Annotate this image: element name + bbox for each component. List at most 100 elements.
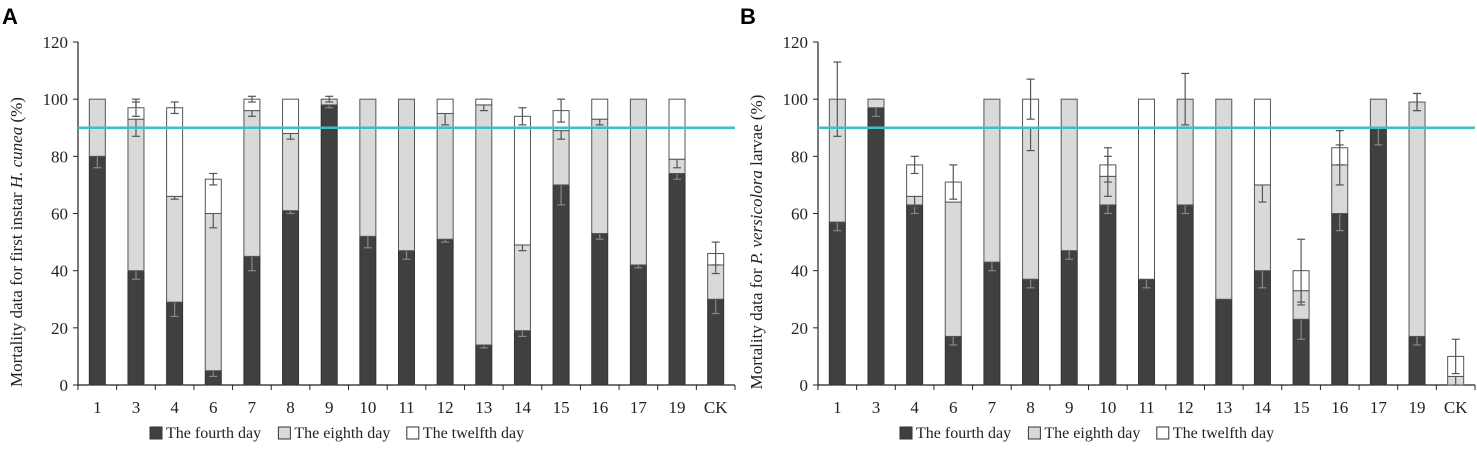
panel-b-bar-17-the-fourth-day [1369,127,1387,386]
panel-a-bar-19-the-fourth-day [668,172,686,386]
panel-b-bar-17-the-eighth-day [1369,98,1387,129]
panel-a-x-tick-label: CK [704,398,728,417]
panel-a-x-tick-label: 10 [359,398,376,417]
panel-a-x-tick-label: 15 [553,398,570,417]
panel-b-error-bar-15-3 [1297,238,1306,303]
panel-b-x-tick-label: 19 [1409,398,1426,417]
panel-a-y-tick-label: 40 [51,262,68,281]
panel-a-bar-16-the-twelfth-day [591,98,609,120]
panel-b-error-bar-CK-3 [1451,338,1460,375]
panel-b-error-bar-1-2 [833,61,842,137]
panel-b-bar-16-the-fourth-day [1331,213,1349,386]
panel-b-bar-9-the-fourth-day [1060,250,1078,386]
panel-a-x-tick-label: 16 [591,398,608,417]
panel-a-error-bar-CK-3 [711,241,720,266]
panel-b-error-bar-8-3 [1026,78,1035,120]
panel-b-legend-item-1: The fourth day [899,425,1011,442]
panel-a-x-tick-label: 17 [630,398,648,417]
panel-a-bar-17-the-fourth-day [629,264,647,386]
panel-b-x-tick-label: 4 [910,398,919,417]
panel-b-bar-4-the-fourth-day [906,204,924,386]
panel-b-x-tick-label: 17 [1370,398,1388,417]
panel-a-bar-14-the-eighth-day [513,244,531,332]
panel-b-bar-13-the-eighth-day [1215,98,1233,300]
panel-b-y-tick-label: 80 [791,147,808,166]
panel-b-error-bar-12-2 [1181,72,1190,126]
panel-b-bar-3-the-fourth-day [867,107,885,386]
panel-a-x-tick-label: 13 [475,398,492,417]
legend-label: The eighth day [1044,425,1140,442]
panel-b-bar-19-the-eighth-day [1408,101,1426,337]
panel-a-error-bar-6-3 [209,172,218,186]
panel-a-bar-14-the-twelfth-day [513,115,531,246]
panel-a-x-tick-label: 3 [132,398,141,417]
panel-a-y-tick-label: 100 [43,90,69,109]
legend-swatch [899,426,913,440]
panel-a-bar-14-the-fourth-day [513,330,531,386]
panel-b-bar-7-the-fourth-day [983,261,1001,386]
panel-b-y-tick-label: 40 [791,262,808,281]
panel-a-legend-item-3: The twelfth day [406,425,524,442]
panel-a-legend-item-1: The fourth day [149,425,261,442]
legend-swatch [277,426,291,440]
legend-swatch [1156,426,1170,440]
panel-a-bar-6-the-eighth-day [204,213,222,372]
panel-a-bar-8-the-eighth-day [282,132,300,212]
panel-b-y-axis-label: Mortality data for P. versicolora larvae… [747,95,766,390]
panel-b-error-bar-6-3 [949,164,958,200]
panel-a-bar-3-the-fourth-day [127,270,145,386]
panel-a-bar-1-the-fourth-day [88,155,106,386]
legend-swatch [406,426,420,440]
panel-a-bar-19-the-twelfth-day [668,98,686,160]
panel-a-bar-8-the-fourth-day [282,210,300,386]
panel-a-bar-4-the-eighth-day [166,195,184,303]
panel-b-x-tick-label: 3 [872,398,881,417]
panel-a-y-tick-label: 0 [60,376,69,395]
panel-a-bar-11-the-fourth-day [398,250,415,386]
panel-b-x-tick-label: 6 [949,398,958,417]
panel-a-bar-9-the-fourth-day [320,104,338,386]
panel-a-error-bar-4-3 [170,101,179,115]
panel-a-x-tick-label: 19 [669,398,686,417]
panel-b-error-bar-4-3 [910,155,919,175]
legend-label: The eighth day [294,425,390,442]
panel-b-x-tick-label: 8 [1026,398,1035,417]
panel-b-error-bar-19-3 [1413,92,1422,112]
legend-swatch [149,426,163,440]
panel-b-y-tick-label: 120 [783,33,809,52]
panel-a-error-bar-14-3 [518,107,527,126]
panel-a-x-tick-label: 11 [398,398,414,417]
panel-b-bar-10-the-fourth-day [1099,204,1117,386]
panel-b-bar-11-the-twelfth-day [1138,98,1155,280]
panel-b-y-tick-label: 0 [800,376,809,395]
panel-b-bar-13-the-fourth-day [1215,298,1233,386]
panel-a-y-tick-label: 60 [51,205,68,224]
panel-a-bar-11-the-eighth-day [398,98,415,252]
panel-a-bar-17-the-eighth-day [629,98,647,266]
panel-b-error-bar-10-3 [1103,147,1112,183]
panel-b-bar-11-the-fourth-day [1138,278,1155,386]
panel-b-x-tick-label: 16 [1331,398,1348,417]
panel-b-label: B [740,4,756,29]
panel-a-bar-16-the-fourth-day [591,233,609,386]
panel-b-bar-7-the-eighth-day [983,98,1001,263]
panel-a-y-axis-label: Mortality data for first instar H. cunea… [7,97,26,387]
panel-b-bar-9-the-eighth-day [1060,98,1078,252]
panel-b-x-tick-label: 13 [1215,398,1232,417]
panel-b-x-tick-label: CK [1444,398,1468,417]
panel-a-bar-12-the-twelfth-day [436,98,454,114]
panel-a-x-tick-label: 14 [514,398,532,417]
legend-label: The fourth day [166,425,261,442]
panel-a-bar-10-the-eighth-day [359,98,377,237]
panel-a-bar-7-the-eighth-day [243,110,261,257]
panel-a-bar-12-the-fourth-day [436,238,454,386]
panel-a-y-tick-label: 120 [43,33,69,52]
panel-b-bar-3-the-eighth-day [867,98,885,109]
panel-a-legend-item-2: The eighth day [277,425,390,442]
panel-b-x-tick-label: 1 [833,398,842,417]
panel-b-bar-1-the-fourth-day [828,221,846,386]
panel-b-x-tick-label: 15 [1293,398,1310,417]
panel-b-y-tick-label: 60 [791,205,808,224]
panel-b-bar-12-the-fourth-day [1176,204,1194,386]
